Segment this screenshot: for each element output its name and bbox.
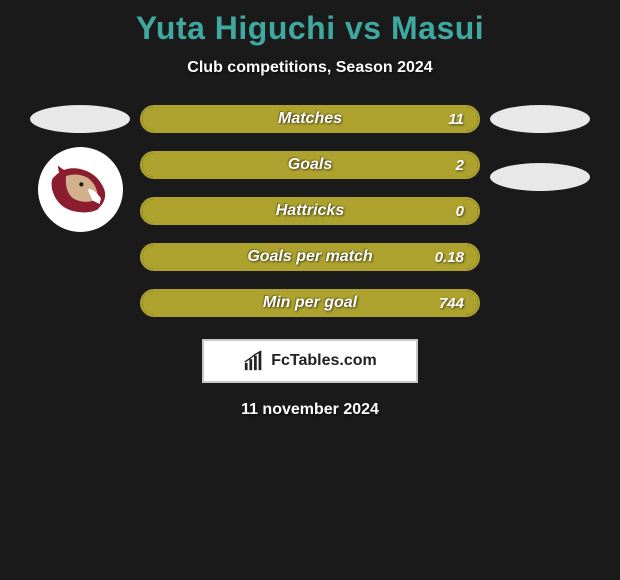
stat-label: Matches [142, 110, 478, 128]
stat-bar: Min per goal744 [140, 289, 480, 317]
stat-bar: Goals per match0.18 [140, 243, 480, 271]
date-text: 11 november 2024 [241, 401, 379, 419]
comparison-card: Yuta Higuchi vs Masui Club competitions,… [0, 0, 620, 419]
page-title: Yuta Higuchi vs Masui [136, 10, 484, 47]
player-name-pill-left [30, 105, 130, 133]
stat-value: 2 [456, 157, 464, 174]
stat-bar: Goals2 [140, 151, 480, 179]
chart-icon [243, 350, 265, 372]
player-extra-pill-right [490, 163, 590, 191]
stat-value: 0.18 [435, 249, 464, 266]
stat-bar: Hattricks0 [140, 197, 480, 225]
left-player-col [30, 105, 130, 232]
stat-value: 0 [456, 203, 464, 220]
stat-bar: Matches11 [140, 105, 480, 133]
coyote-logo-icon [45, 155, 115, 225]
stat-bars: Matches11 Goals2 Hattricks0 Goals per match… [140, 105, 480, 317]
main-area: Matches11 Goals2 Hattricks0 Goals per match… [0, 105, 620, 317]
stat-label: Min per goal [142, 294, 478, 312]
stat-label: Hattricks [142, 202, 478, 220]
avatar-left [38, 147, 123, 232]
brand-box[interactable]: FcTables.com [202, 339, 418, 383]
stat-value: 11 [448, 111, 464, 128]
right-player-col [490, 105, 590, 191]
stat-label: Goals per match [142, 248, 478, 266]
stat-label: Goals [142, 156, 478, 174]
subtitle: Club competitions, Season 2024 [187, 59, 432, 77]
stat-value: 744 [439, 295, 464, 312]
brand-text: FcTables.com [271, 352, 377, 370]
player-name-pill-right [490, 105, 590, 133]
